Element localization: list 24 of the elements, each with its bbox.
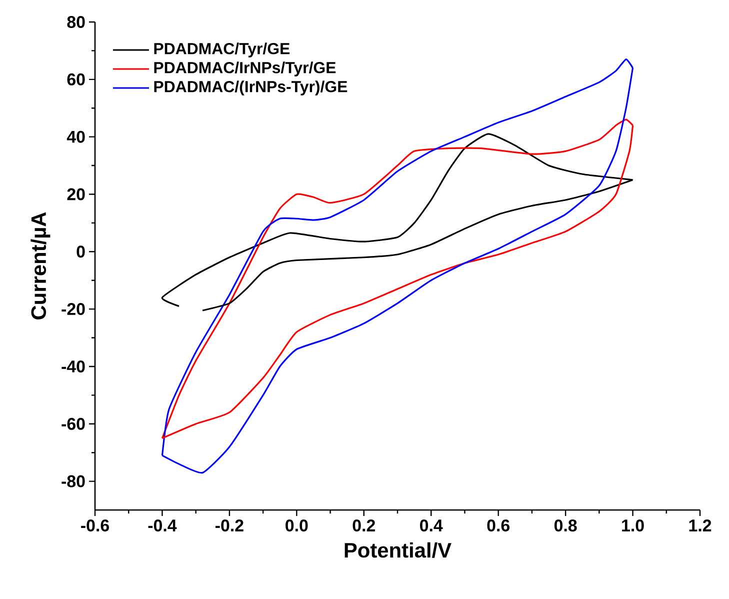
x-tick-label: 0.0 [286,519,308,532]
x-tick-label: 1.0 [622,519,644,532]
y-tick-label: 60 [67,73,85,86]
y-tick-label: -80 [62,475,85,488]
x-tick-label: -0.2 [216,519,244,532]
y-tick-label: 0 [76,246,85,258]
y-tick-label: -60 [62,418,85,430]
legend-label: PDADMAC/IrNPs/Tyr/GE [154,62,336,76]
y-tick-label: -40 [62,360,85,372]
y-axis-title: Current/µA [30,212,50,320]
legend-label: PDADMAC/Tyr/GE [154,42,290,58]
y-tick-label: 80 [67,16,85,28]
x-axis-title: Potential/V [344,542,452,558]
legend-label: PDADMAC/(IrNPs-Tyr)/GE [154,80,348,96]
y-tick-label: 20 [67,188,85,200]
x-tick-label: 0.8 [554,519,577,532]
x-tick-label: 1.2 [689,519,712,532]
x-tick-label: 0.4 [420,519,443,532]
x-tick-label: -0.6 [81,519,109,532]
y-tick-label: 40 [66,130,85,143]
x-tick-label: 0.2 [352,519,375,532]
x-tick-label: -0.4 [148,519,177,532]
y-tick-label: -20 [62,303,85,316]
x-tick-label: 0.6 [487,519,510,532]
